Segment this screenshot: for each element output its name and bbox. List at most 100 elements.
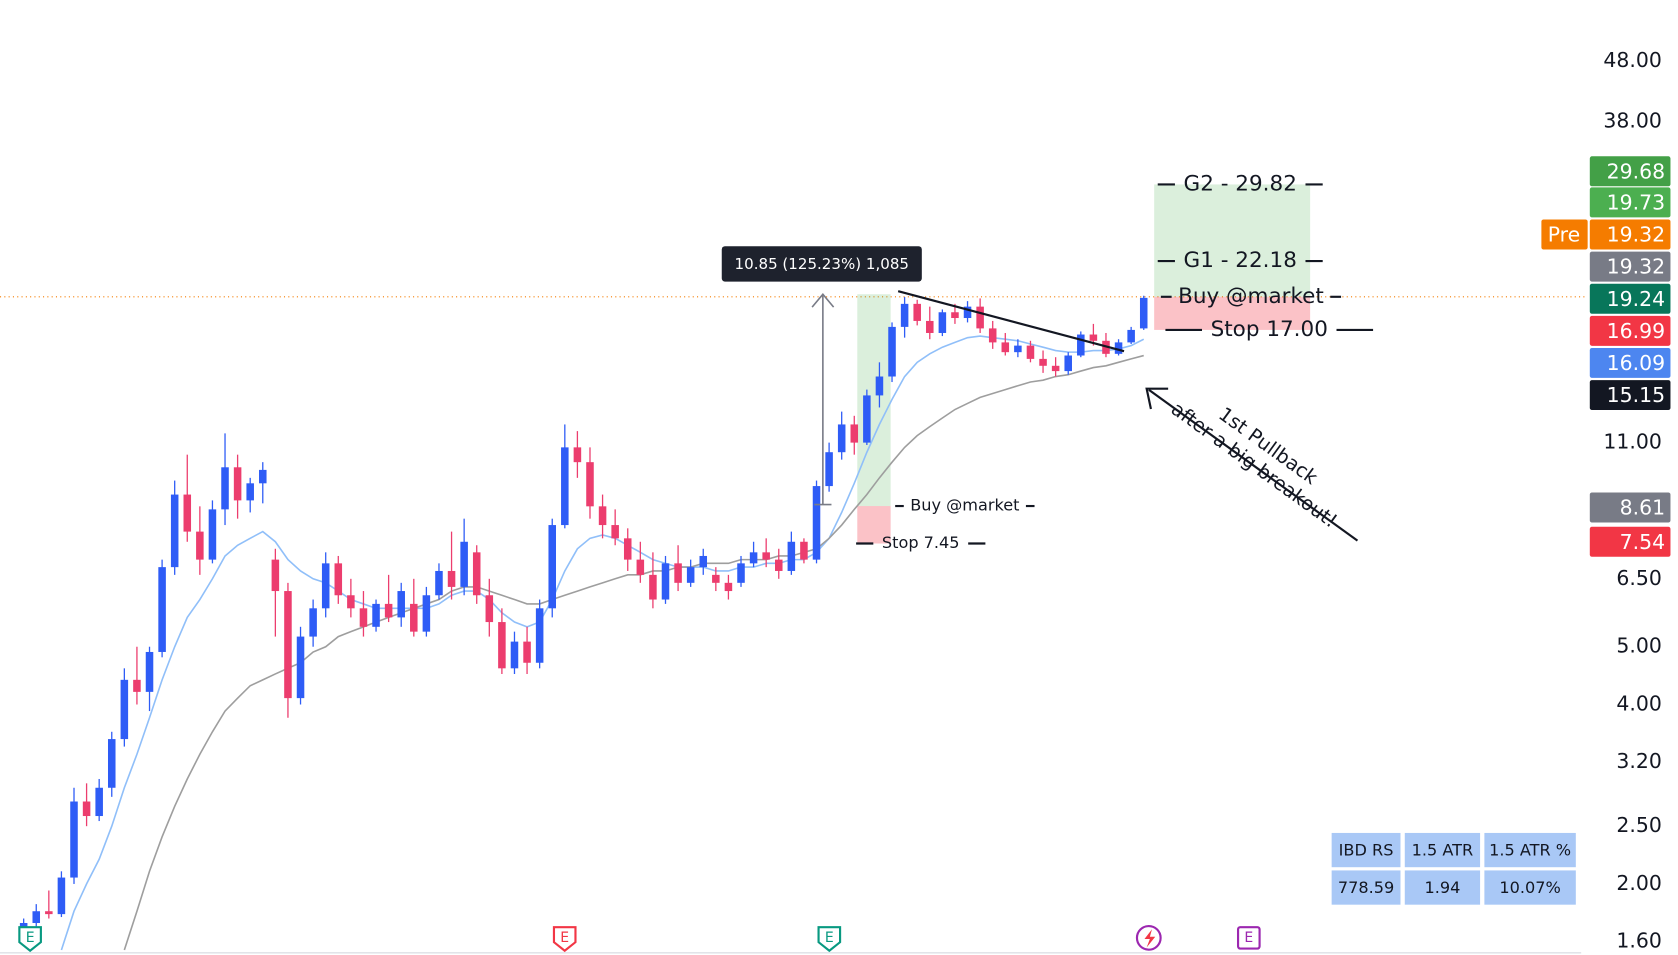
candle-body <box>724 582 733 592</box>
measure-arrow <box>811 293 835 308</box>
event-icon <box>18 926 42 953</box>
event-label: E <box>825 930 834 946</box>
candle-body <box>913 303 921 321</box>
price-badge-label: 19.32 <box>1607 223 1665 247</box>
price-badge-label: 16.09 <box>1607 351 1665 375</box>
candle-body <box>686 567 695 583</box>
candle-body <box>1114 342 1123 354</box>
candle-body <box>359 608 368 627</box>
candle-body <box>737 563 745 583</box>
candle-body <box>498 622 506 669</box>
entry-label: Buy @market <box>910 496 1019 515</box>
y-tick-label: 2.50 <box>1616 813 1661 837</box>
y-tick-label: 4.00 <box>1616 692 1661 716</box>
candle-body <box>548 525 556 609</box>
candle-body <box>800 541 808 560</box>
price-badge <box>1589 347 1671 378</box>
profit-zone <box>1154 184 1311 297</box>
candle-body <box>888 326 896 377</box>
price-badge-label: 29.68 <box>1607 159 1665 183</box>
candle-body <box>611 525 619 539</box>
table-cell <box>1404 870 1481 905</box>
price-badge-label: 8.61 <box>1620 496 1665 520</box>
table-cell <box>1331 832 1401 868</box>
y-tick-label: 6.50 <box>1616 566 1661 590</box>
candle-body <box>1001 342 1010 353</box>
loss-zone <box>1154 296 1311 330</box>
candle-body <box>246 483 254 501</box>
candle-body <box>535 608 544 663</box>
candle-body <box>1139 297 1148 329</box>
price-badge-label: 19.73 <box>1607 190 1665 214</box>
candle-body <box>774 559 783 571</box>
y-tick-label: 3.20 <box>1616 749 1661 773</box>
table-cell <box>1331 870 1401 905</box>
y-tick-label: 5.00 <box>1616 634 1661 658</box>
y-tick-label: 48.00 <box>1603 48 1661 72</box>
background-layer <box>0 184 1587 544</box>
measure-label: 10.85 (125.23%) 1,085 <box>735 255 909 273</box>
arrow-line <box>1148 388 1359 542</box>
candle-body <box>674 563 682 583</box>
candle-body <box>837 424 846 453</box>
goal-label: G2 - 29.82 <box>1184 171 1297 196</box>
candle-body <box>284 591 292 699</box>
candle-body <box>145 651 154 692</box>
candle-body <box>661 563 670 600</box>
candle-body <box>510 641 519 669</box>
measure-tooltip <box>721 246 922 282</box>
candle-body <box>1064 355 1072 372</box>
loss-zone <box>857 506 891 544</box>
candle-body <box>623 538 632 560</box>
event-icon <box>1236 926 1261 950</box>
price-badge <box>1589 492 1671 523</box>
candle-body <box>57 877 66 915</box>
y-tick-label: 11.00 <box>1603 430 1661 454</box>
candle-body <box>196 531 204 560</box>
candle-body <box>296 636 305 699</box>
candle-body <box>712 574 720 583</box>
candle-body <box>573 447 582 463</box>
lightning-bolt <box>1144 929 1156 948</box>
candle-body <box>1014 345 1022 353</box>
event-markers: E E E E <box>18 925 1261 953</box>
candle-body <box>586 462 594 507</box>
pre-badge <box>1541 219 1588 250</box>
stop-label: Stop 7.45 <box>882 533 960 552</box>
candle-body <box>863 395 871 443</box>
candle-body <box>812 486 821 560</box>
event-icon <box>552 926 577 953</box>
candle-body <box>1127 329 1135 343</box>
table-text: 1.5 ATR % <box>1489 841 1571 860</box>
candle-body <box>460 541 468 587</box>
candle-body <box>523 641 531 663</box>
candle-body <box>271 559 280 592</box>
candle-body <box>120 679 129 740</box>
candle-body <box>598 506 607 526</box>
candle-body <box>988 328 997 343</box>
table-text: 1.94 <box>1424 878 1460 897</box>
price-badge-label: 19.32 <box>1607 255 1665 279</box>
arrow-head <box>1145 387 1169 410</box>
candle-body <box>749 552 758 564</box>
candle-body <box>699 555 708 568</box>
candle-body <box>397 591 405 618</box>
price-badge-label: 15.15 <box>1607 383 1665 407</box>
candle-body <box>82 801 91 817</box>
price-badge <box>1589 219 1671 250</box>
candle-body <box>435 570 443 596</box>
moving-average <box>123 354 1144 951</box>
candle-body <box>347 595 355 609</box>
event-label: E <box>26 930 35 946</box>
pullback-note: 1st Pullback after a big breakout! <box>1167 397 1342 532</box>
candle-body <box>410 603 418 632</box>
top-layer: 48.00 38.00 11.00 6.50 5.00 4.00 3.20 2.50 2.00 1… <box>721 48 1671 953</box>
moving-average <box>60 335 1145 951</box>
candle-body <box>561 447 569 526</box>
event-label: E <box>1244 930 1253 946</box>
table-text: 10.07% <box>1499 878 1560 897</box>
candle-body <box>334 563 343 596</box>
table-text: 778.59 <box>1338 878 1394 897</box>
